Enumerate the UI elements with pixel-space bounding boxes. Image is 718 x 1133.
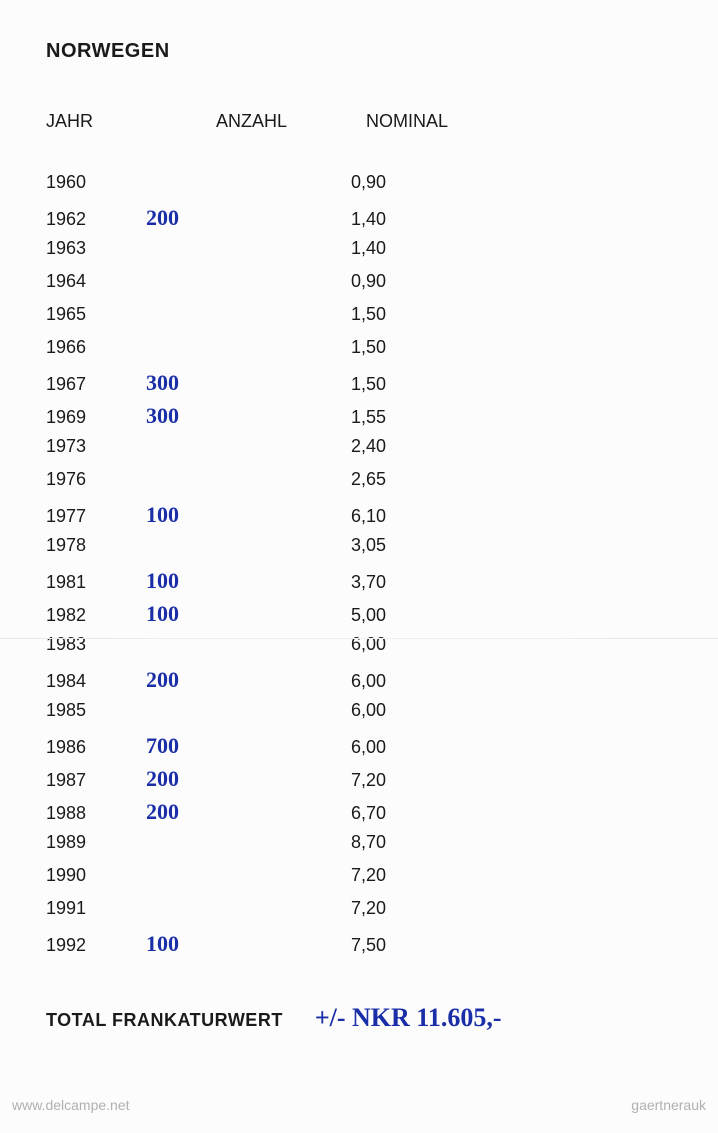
cell-jahr: 1987 xyxy=(46,770,136,791)
cell-jahr: 1992 xyxy=(46,935,136,956)
table-row: 1991 7,20 xyxy=(46,898,672,931)
cell-jahr: 1965 xyxy=(46,304,136,325)
cell-jahr: 1969 xyxy=(46,407,136,428)
header-nominal: NOMINAL xyxy=(316,111,496,132)
table-row: 19622001,40 xyxy=(46,205,672,238)
cell-nominal: 7,20 xyxy=(316,898,496,919)
cell-nominal: 8,70 xyxy=(316,832,496,853)
cell-jahr: 1963 xyxy=(46,238,136,259)
cell-jahr: 1960 xyxy=(46,172,136,193)
cell-nominal: 7,20 xyxy=(316,865,496,886)
cell-nominal: 5,00 xyxy=(316,605,496,626)
total-value-handwritten: +/- NKR 11.605,- xyxy=(315,1003,502,1033)
cell-jahr: 1988 xyxy=(46,803,136,824)
cell-jahr: 1967 xyxy=(46,374,136,395)
table-row: 19811003,70 xyxy=(46,568,672,601)
cell-jahr: 1976 xyxy=(46,469,136,490)
cell-jahr: 1978 xyxy=(46,535,136,556)
cell-nominal: 3,70 xyxy=(316,572,496,593)
cell-anzahl-handwritten: 200 xyxy=(136,799,316,825)
cell-anzahl-handwritten: 100 xyxy=(136,502,316,528)
cell-nominal: 6,10 xyxy=(316,506,496,527)
cell-nominal: 6,00 xyxy=(316,700,496,721)
cell-jahr: 1964 xyxy=(46,271,136,292)
cell-anzahl-handwritten: 300 xyxy=(136,370,316,396)
table-row: 1960 0,90 xyxy=(46,172,672,205)
cell-nominal: 1,40 xyxy=(316,209,496,230)
page-title: NORWEGEN xyxy=(46,40,672,63)
table-row: 1973 2,40 xyxy=(46,436,672,469)
cell-anzahl-handwritten: 200 xyxy=(136,766,316,792)
cell-jahr: 1990 xyxy=(46,865,136,886)
cell-nominal: 7,50 xyxy=(316,935,496,956)
cell-nominal: 6,00 xyxy=(316,737,496,758)
table-row: 19693001,55 xyxy=(46,403,672,436)
watermark-right: gaertnerauk xyxy=(631,1097,706,1113)
cell-nominal: 1,55 xyxy=(316,407,496,428)
cell-jahr: 1986 xyxy=(46,737,136,758)
cell-anzahl-handwritten: 100 xyxy=(136,568,316,594)
table-row: 1964 0,90 xyxy=(46,271,672,304)
cell-jahr: 1989 xyxy=(46,832,136,853)
cell-nominal: 1,50 xyxy=(316,304,496,325)
cell-nominal: 1,40 xyxy=(316,238,496,259)
table-row: 19867006,00 xyxy=(46,733,672,766)
table-row: 1966 1,50 xyxy=(46,337,672,370)
cell-jahr: 1973 xyxy=(46,436,136,457)
table-row: 1989 8,70 xyxy=(46,832,672,865)
cell-nominal: 1,50 xyxy=(316,374,496,395)
total-label: TOTAL FRANKATURWERT xyxy=(46,1010,283,1031)
cell-jahr: 1991 xyxy=(46,898,136,919)
watermark-left: www.delcampe.net xyxy=(12,1097,130,1113)
table-row: 1976 2,65 xyxy=(46,469,672,502)
paper-fold-line xyxy=(0,638,718,639)
table-row: 19882006,70 xyxy=(46,799,672,832)
cell-jahr: 1977 xyxy=(46,506,136,527)
table-row: 19771006,10 xyxy=(46,502,672,535)
cell-nominal: 0,90 xyxy=(316,172,496,193)
table-row: 1985 6,00 xyxy=(46,700,672,733)
cell-anzahl-handwritten: 100 xyxy=(136,931,316,957)
table-row: 1963 1,40 xyxy=(46,238,672,271)
cell-jahr: 1985 xyxy=(46,700,136,721)
table-row: 1965 1,50 xyxy=(46,304,672,337)
cell-nominal: 6,70 xyxy=(316,803,496,824)
cell-nominal: 7,20 xyxy=(316,770,496,791)
header-jahr: JAHR xyxy=(46,111,136,132)
cell-anzahl-handwritten: 200 xyxy=(136,667,316,693)
cell-anzahl-handwritten: 200 xyxy=(136,205,316,231)
cell-jahr: 1966 xyxy=(46,337,136,358)
cell-nominal: 0,90 xyxy=(316,271,496,292)
cell-anzahl-handwritten: 300 xyxy=(136,403,316,429)
cell-anzahl-handwritten: 100 xyxy=(136,601,316,627)
table-row: 19872007,20 xyxy=(46,766,672,799)
cell-nominal: 3,05 xyxy=(316,535,496,556)
table-headers: JAHR ANZAHL NOMINAL xyxy=(46,111,672,132)
table-body: 19600,9019622001,4019631,4019640,9019651… xyxy=(46,172,672,964)
table-row: 19673001,50 xyxy=(46,370,672,403)
cell-nominal: 6,00 xyxy=(316,671,496,692)
cell-nominal: 2,40 xyxy=(316,436,496,457)
table-row: 19842006,00 xyxy=(46,667,672,700)
cell-jahr: 1962 xyxy=(46,209,136,230)
cell-jahr: 1982 xyxy=(46,605,136,626)
cell-anzahl-handwritten: 700 xyxy=(136,733,316,759)
cell-nominal: 2,65 xyxy=(316,469,496,490)
table-row: 1990 7,20 xyxy=(46,865,672,898)
cell-jahr: 1981 xyxy=(46,572,136,593)
table-row: 1978 3,05 xyxy=(46,535,672,568)
cell-jahr: 1984 xyxy=(46,671,136,692)
total-row: TOTAL FRANKATURWERT +/- NKR 11.605,- xyxy=(46,1003,502,1033)
table-row: 19921007,50 xyxy=(46,931,672,964)
header-anzahl: ANZAHL xyxy=(136,111,316,132)
table-row: 19821005,00 xyxy=(46,601,672,634)
cell-nominal: 1,50 xyxy=(316,337,496,358)
